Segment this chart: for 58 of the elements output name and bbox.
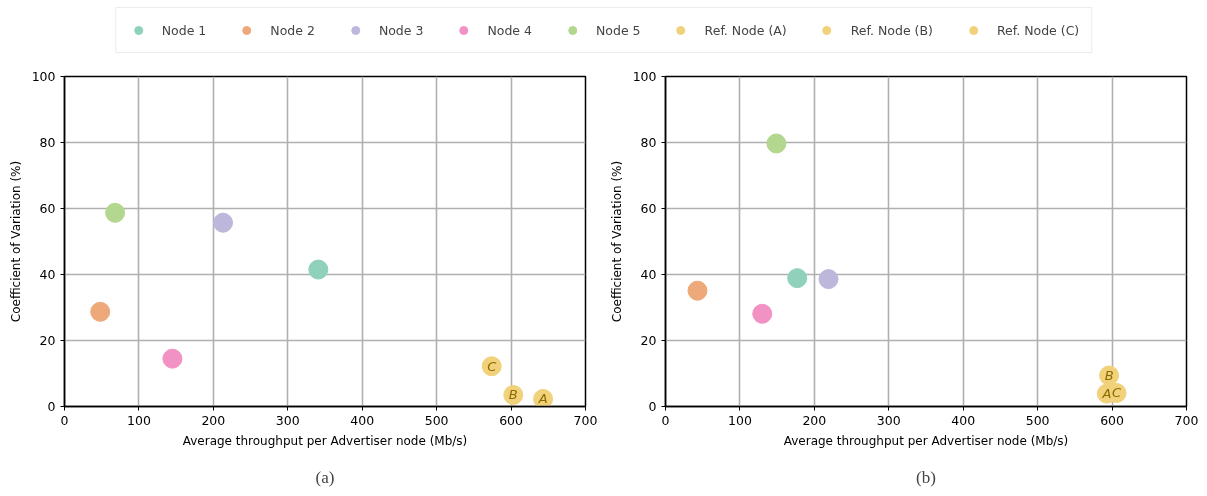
- x-axis-title: Average throughput per Advertiser node (Mb/s): [182, 433, 468, 448]
- annotation: B: [1104, 367, 1114, 383]
- y-tick-label: 40: [640, 267, 657, 282]
- y-tick-label: 0: [47, 399, 56, 414]
- annotation: C: [1112, 385, 1122, 401]
- x-tick-label: 300: [876, 412, 901, 428]
- y-tick-label: 100: [632, 69, 657, 84]
- x-tick-label: 700: [1174, 412, 1199, 428]
- point: [90, 301, 111, 322]
- y-tick-label: 60: [640, 201, 657, 216]
- y-tick-label: 40: [39, 267, 56, 282]
- annotation: A: [537, 391, 548, 407]
- point: [787, 268, 808, 289]
- point: [818, 269, 839, 290]
- point: [105, 202, 126, 223]
- y-tick-label: 80: [640, 135, 657, 150]
- annotation: C: [487, 358, 498, 374]
- y-tick-label: 0: [648, 399, 657, 414]
- x-tick-label: 100: [728, 412, 752, 428]
- x-tick-label: 400: [350, 412, 375, 428]
- y-axis-title: Coefficient of Variation (%): [8, 160, 23, 323]
- x-tick-label: 500: [424, 412, 449, 428]
- text: (b): [916, 467, 936, 487]
- x-tick-label: 200: [802, 412, 827, 428]
- x-tick-label: 400: [951, 412, 976, 428]
- legend-label: Node 4: [487, 22, 532, 38]
- y-tick-label: 20: [640, 333, 657, 348]
- y-tick-label: 60: [39, 201, 56, 216]
- y-tick-label: 80: [39, 135, 56, 150]
- x-tick-label: 100: [127, 412, 151, 428]
- point: [308, 259, 329, 280]
- point: [752, 303, 773, 324]
- y-tick-label: 20: [39, 333, 56, 348]
- annotation: A: [1101, 386, 1112, 402]
- point: [213, 212, 234, 233]
- legend-label: Node 5: [596, 22, 641, 38]
- y-axis-title: Coefficient of Variation (%): [609, 160, 624, 323]
- x-tick-label: 200: [201, 412, 226, 428]
- point: [687, 280, 708, 301]
- x-axis-title: Average throughput per Advertiser node (Mb/s): [783, 433, 1069, 448]
- x-tick-label: 500: [1025, 412, 1050, 428]
- legend-label: Ref. Node (B): [850, 22, 933, 38]
- x-tick-label: 700: [573, 412, 598, 428]
- x-tick-label: 0: [661, 412, 670, 428]
- x-tick-label: 300: [275, 412, 300, 428]
- x-tick-label: 600: [1100, 412, 1125, 428]
- legend-label: Node 1: [161, 22, 207, 38]
- text: (a): [315, 467, 335, 487]
- y-tick-label: 100: [31, 69, 56, 84]
- legend-label: Node 2: [270, 22, 315, 38]
- point: [766, 133, 787, 154]
- x-tick-label: 600: [499, 412, 524, 428]
- point: [162, 348, 183, 369]
- legend-label: Node 3: [378, 22, 424, 38]
- x-tick-label: 0: [60, 412, 69, 428]
- legend-label: Ref. Node (A): [704, 22, 787, 38]
- legend-label: Ref. Node (C): [996, 22, 1080, 38]
- annotation: B: [508, 387, 518, 403]
